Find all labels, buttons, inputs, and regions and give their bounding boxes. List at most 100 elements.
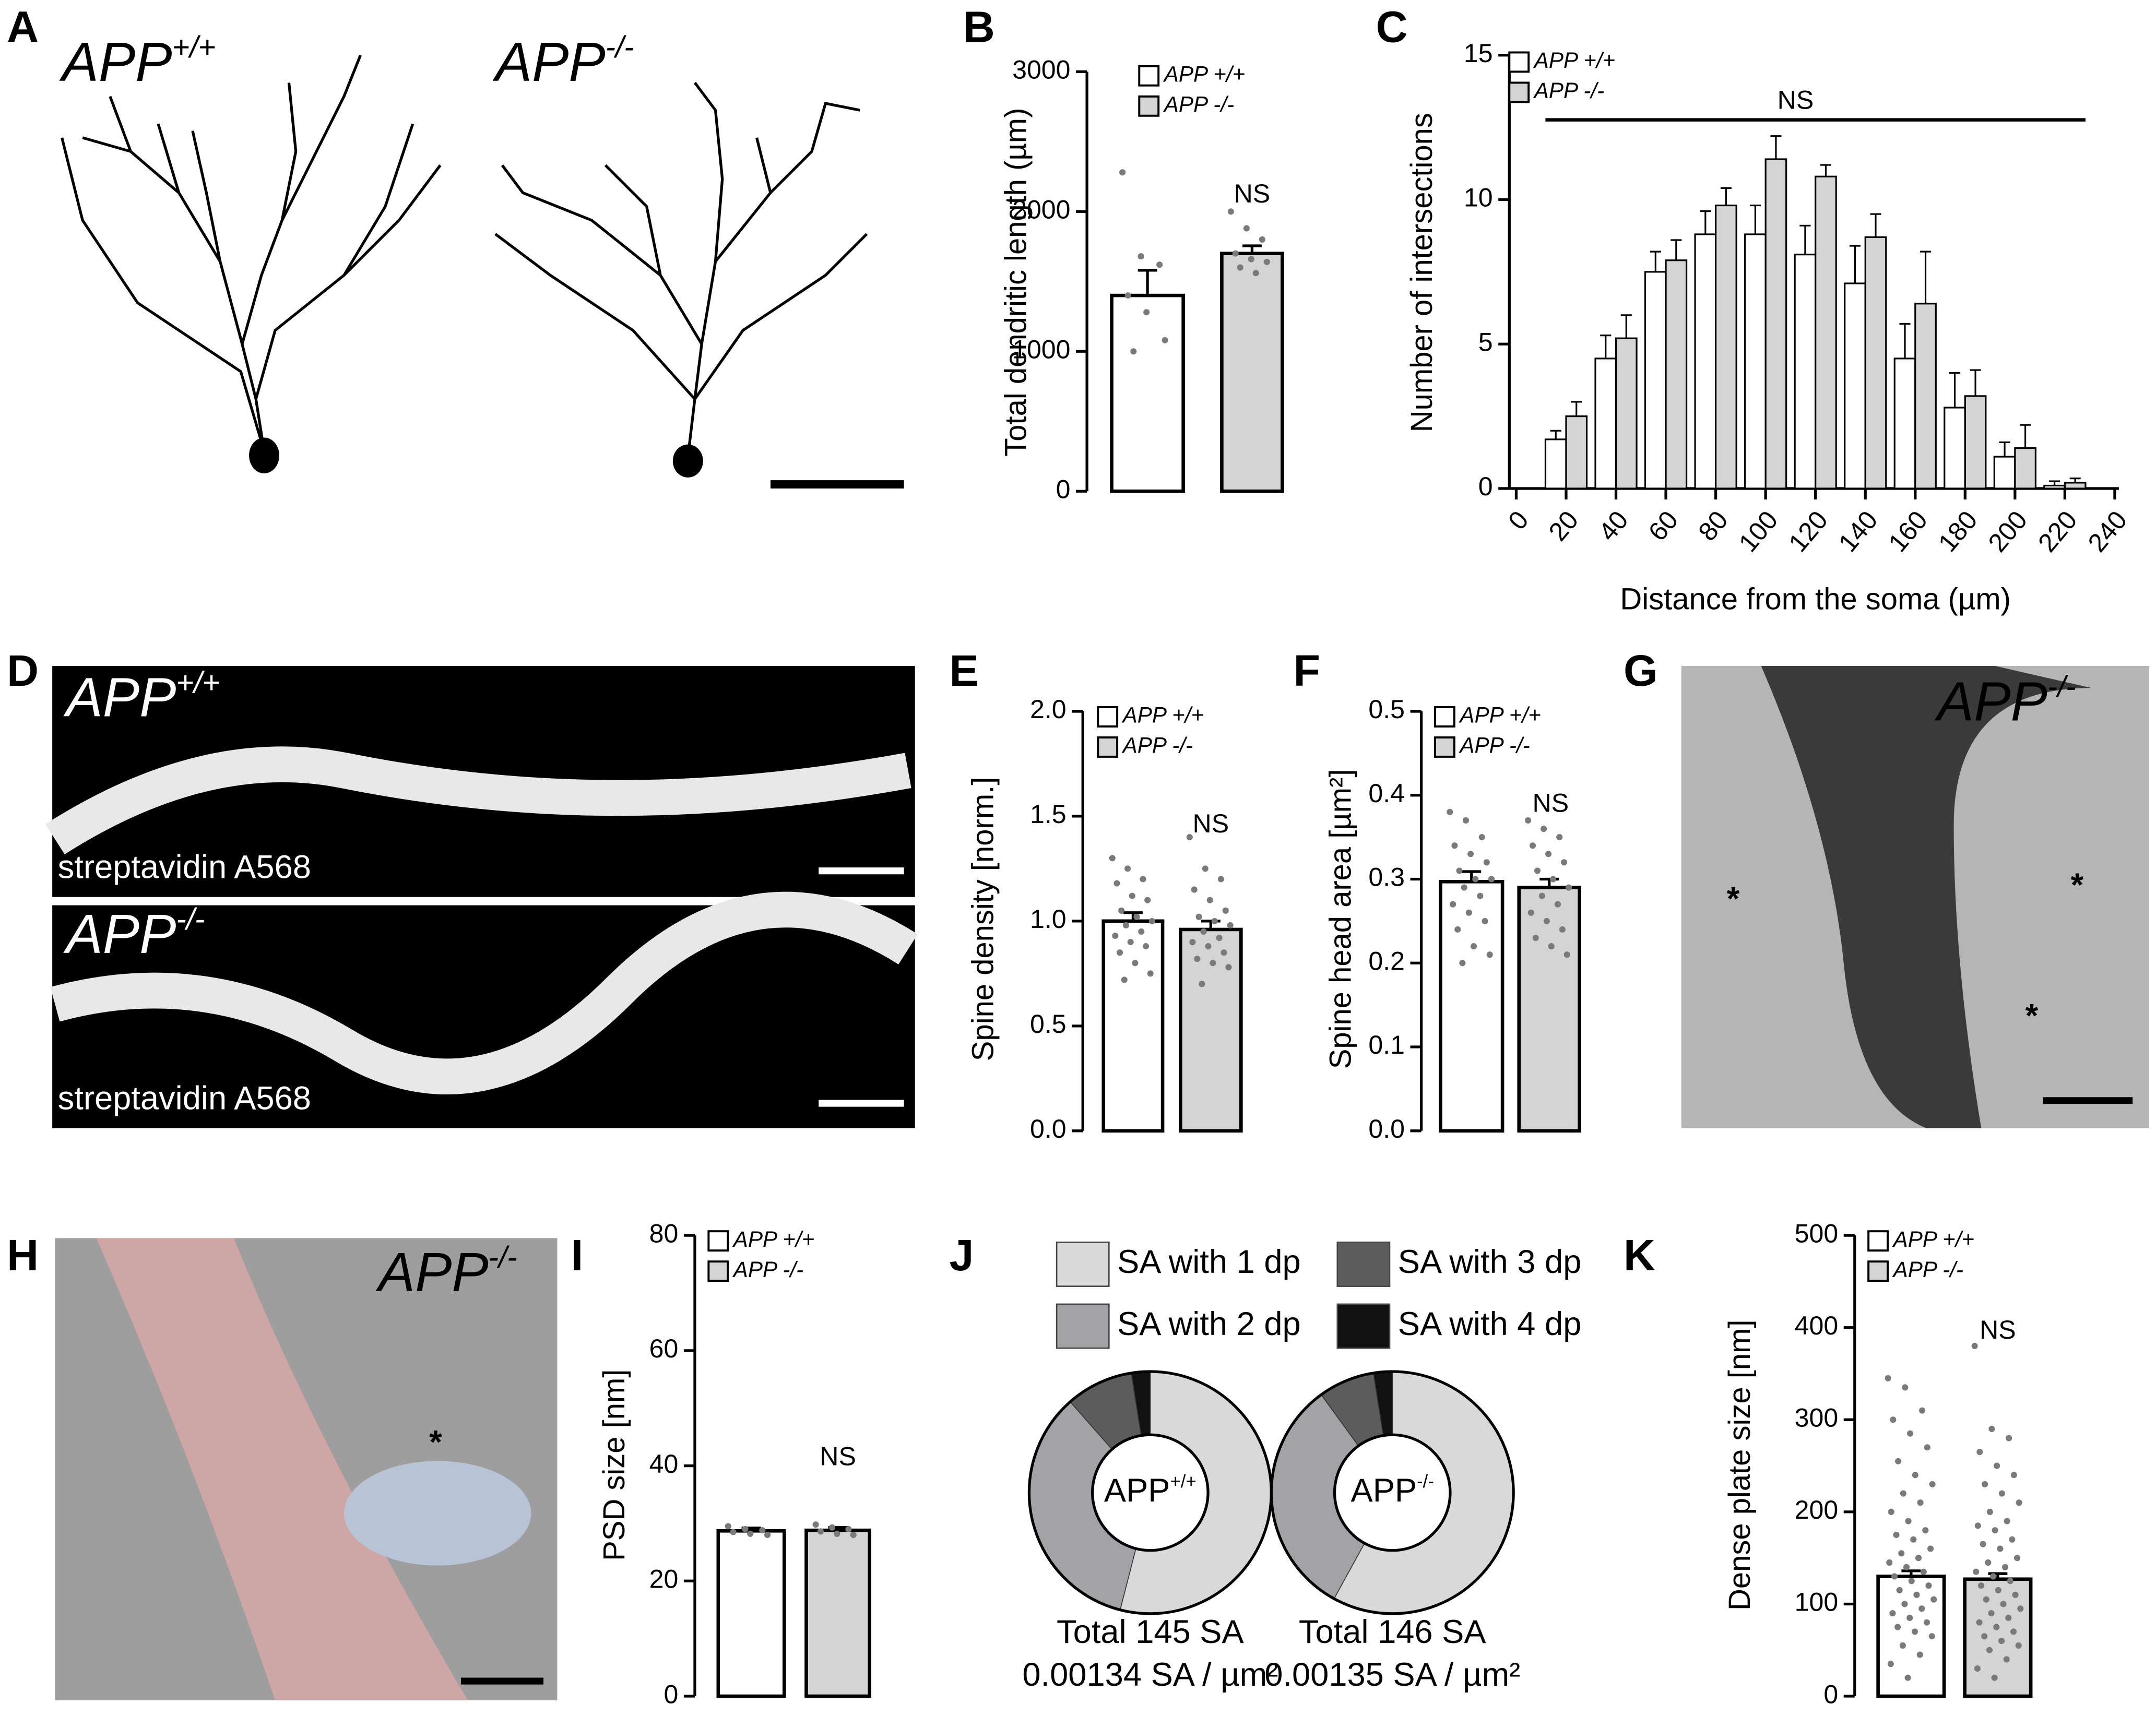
data-point	[1143, 309, 1150, 316]
bar	[1665, 259, 1688, 490]
significance-label: NS	[820, 1441, 856, 1471]
error-bar	[1123, 911, 1143, 921]
data-point	[1549, 876, 1557, 883]
bar	[1594, 357, 1617, 490]
data-point	[1920, 1568, 1927, 1575]
panel-letter: K	[1624, 1231, 1655, 1280]
error-bar	[1920, 251, 1932, 304]
data-point	[1478, 834, 1485, 841]
pie-center-label-sup: +/+	[1170, 1472, 1197, 1492]
data-point	[1483, 859, 1490, 866]
data-point	[1534, 867, 1541, 874]
y-tick-label: 80	[649, 1219, 679, 1248]
legend-label: SA with 1 dp	[1117, 1244, 1301, 1280]
bar	[1893, 357, 1916, 490]
donut-hole	[1091, 1433, 1210, 1552]
image-label-base: APP	[492, 32, 606, 93]
y-tick-label: 1000	[1012, 335, 1070, 364]
y-tick-label: 0.2	[1368, 946, 1405, 975]
bar	[1914, 303, 1937, 490]
data-point	[1545, 851, 1552, 857]
pie-outline	[1270, 1370, 1515, 1615]
data-point	[1989, 1573, 1997, 1580]
error-bar	[1671, 239, 1682, 260]
y-tick-label: 0.4	[1368, 779, 1405, 808]
data-point	[1470, 943, 1477, 950]
data-point	[1924, 1444, 1930, 1451]
bar	[2043, 484, 2066, 490]
error-bar	[1242, 244, 1262, 254]
error-bar	[1970, 369, 1981, 396]
data-point	[1456, 867, 1463, 874]
image-label-base: APP	[63, 904, 176, 965]
y-tick-label: 1.5	[1030, 800, 1067, 829]
data-point	[1186, 834, 1193, 841]
data-point	[1450, 901, 1456, 908]
data-point	[1888, 1508, 1894, 1515]
image-label-sup: -/-	[606, 31, 634, 64]
data-point	[1885, 1375, 1891, 1381]
panel-letter: G	[1624, 646, 1658, 695]
data-point	[1923, 1619, 1930, 1626]
legend-swatch	[1508, 51, 1530, 73]
y-tick-label: 1.0	[1030, 904, 1067, 934]
pie-caption: Total 146 SA	[1299, 1614, 1486, 1650]
data-point	[1915, 1555, 1922, 1562]
legend-label: APP +/+	[1892, 1227, 1974, 1252]
data-point	[845, 1526, 852, 1533]
data-point	[1122, 922, 1129, 928]
data-point	[1130, 348, 1137, 355]
data-point	[1527, 909, 1534, 916]
data-point	[2009, 1536, 2016, 1543]
data-point	[1156, 261, 1163, 268]
data-point	[1565, 884, 1572, 891]
pie-caption: 0.00134 SA / µm²	[1022, 1657, 1278, 1693]
data-point	[850, 1531, 857, 1539]
pie-caption: 0.00135 SA / µm²	[1264, 1657, 1520, 1693]
data-point	[1252, 270, 1259, 277]
y-axis-label: PSD size [nm]	[598, 1369, 631, 1561]
data-point	[1191, 886, 1198, 893]
data-point	[1199, 981, 1205, 987]
error-bar	[1720, 187, 1732, 206]
data-point	[1129, 892, 1135, 899]
data-point	[1980, 1541, 1986, 1547]
data-point	[1974, 1522, 1981, 1529]
panel-letter: E	[950, 646, 979, 695]
legend-swatch	[707, 1230, 729, 1252]
y-tick-label: 0.0	[1030, 1114, 1067, 1143]
data-point	[1451, 842, 1458, 849]
bar	[1644, 271, 1667, 490]
bar	[1220, 252, 1284, 493]
legend-label: SA with 3 dp	[1398, 1244, 1582, 1280]
data-point	[812, 1521, 819, 1528]
data-point	[1998, 1490, 2005, 1497]
error-bar	[1650, 251, 1661, 272]
data-point	[1227, 922, 1234, 928]
legend-label: APP -/-	[1121, 733, 1193, 758]
pie-center-label: APP+/+	[1104, 1472, 1197, 1509]
data-point	[1200, 928, 1207, 935]
legend-label: APP +/+	[732, 1227, 814, 1252]
legend-swatch	[1138, 65, 1160, 87]
bar	[1844, 282, 1866, 490]
panel-letter: H	[7, 1231, 39, 1280]
data-point	[1206, 897, 1213, 903]
data-point	[1124, 865, 1131, 872]
image-label-base: APP	[59, 32, 172, 93]
y-tick-label: 500	[1795, 1219, 1839, 1248]
error-bar	[1820, 164, 1831, 177]
data-point	[1901, 1601, 1908, 1607]
legend-swatch	[1336, 1241, 1391, 1287]
bar	[1101, 919, 1165, 1133]
pie-center-label: APP-/-	[1351, 1472, 1434, 1509]
x-tick-label: 80	[1692, 505, 1734, 546]
bar	[1815, 175, 1837, 490]
data-point	[1140, 876, 1146, 883]
bar	[804, 1528, 871, 1698]
data-point	[1113, 880, 1120, 887]
data-point	[1985, 1559, 1992, 1566]
data-point	[1237, 264, 1243, 271]
error-bar	[1700, 210, 1711, 234]
